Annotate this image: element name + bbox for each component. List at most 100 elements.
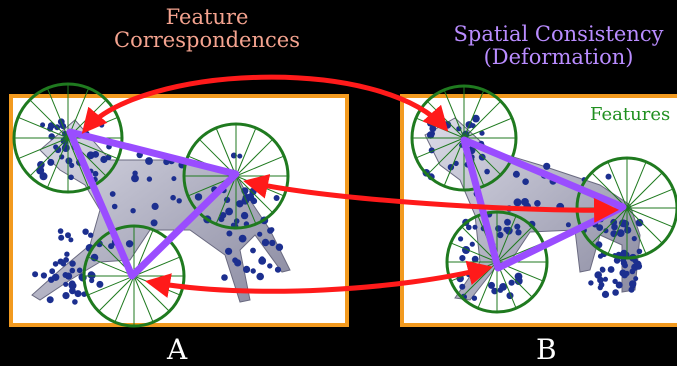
- mesh-vertex-dot: [88, 232, 94, 238]
- mesh-vertex-dot: [236, 200, 244, 208]
- mesh-vertex-dot: [250, 247, 256, 254]
- mesh-vertex-dot: [514, 223, 521, 230]
- mesh-vertex-dot: [605, 173, 612, 180]
- mesh-vertex-dot: [620, 259, 628, 267]
- mesh-vertex-dot: [49, 268, 56, 275]
- mesh-vertex-dot: [111, 203, 118, 210]
- mesh-vertex-dot: [146, 176, 153, 182]
- mesh-vertex-dot: [48, 133, 55, 140]
- mesh-vertex-dot: [65, 272, 73, 280]
- mesh-vertex-dot: [131, 174, 139, 183]
- mesh-vertex-dot: [250, 268, 256, 274]
- mesh-vertex-dot: [69, 267, 76, 274]
- mesh-vertex-dot: [194, 193, 203, 201]
- features-label: Features: [590, 104, 671, 125]
- feature-correspondences-line1: Feature: [165, 5, 249, 29]
- mesh-vertex-dot: [453, 160, 459, 167]
- correspondence-arrows: [81, 74, 619, 298]
- mesh-vertex-dot: [250, 198, 258, 205]
- mesh-vertex-dot: [82, 228, 89, 235]
- mesh-vertex-dot: [472, 224, 478, 230]
- mesh-vertex-dot: [69, 287, 76, 295]
- mesh-vertex-dot: [488, 281, 495, 289]
- mesh-vertex-dot: [145, 157, 153, 165]
- arrow-front-leg-correspondence: [145, 260, 493, 298]
- mesh-vertex-dot: [588, 280, 594, 286]
- feature-correspondences-title: Feature Correspondences: [92, 5, 322, 52]
- spatial-consistency-line1: Spatial Consistency: [453, 22, 664, 46]
- mesh-vertex-dot: [68, 174, 74, 181]
- mesh-vertex-dot: [469, 241, 475, 247]
- triangle-a: [66, 128, 240, 280]
- mesh-vertex-dot: [32, 271, 39, 278]
- mesh-vertex-dot: [603, 276, 608, 282]
- mesh-vertex-dot: [234, 259, 242, 267]
- mesh-vertex-dot: [629, 280, 637, 288]
- mesh-vertex-dot: [495, 225, 502, 232]
- spatial-consistency-line2: (Deformation): [483, 45, 634, 70]
- mesh-vertex-dot: [233, 218, 240, 224]
- mesh-vertex-dot: [603, 228, 609, 234]
- mesh-vertex-dot: [612, 278, 618, 285]
- mesh-vertex-dot: [512, 170, 520, 178]
- mesh-vertex-dot: [243, 265, 251, 273]
- mesh-vertex-dot: [458, 236, 464, 242]
- mesh-vertex-dot: [629, 268, 636, 275]
- mesh-vertex-dot: [230, 152, 237, 159]
- mesh-vertex-dot: [543, 162, 551, 170]
- mesh-vertex-dot: [47, 158, 55, 166]
- mesh-vertex-dot: [459, 255, 466, 262]
- mesh-vertex-dot: [259, 256, 265, 262]
- mesh-vertex-dot: [57, 228, 64, 234]
- mesh-vertex-dot: [472, 114, 480, 123]
- mesh-vertex-dot: [226, 230, 233, 237]
- mesh-vertex-dot: [60, 261, 67, 267]
- mesh-vertex-dot: [68, 281, 75, 288]
- mesh-vertex-dot: [471, 295, 478, 301]
- mesh-vertex-dot: [69, 162, 75, 168]
- mesh-vertex-dot: [635, 262, 643, 270]
- mesh-vertex-dot: [225, 207, 234, 216]
- panel-b-label: B: [536, 333, 557, 366]
- mesh-vertex-dot: [514, 277, 523, 285]
- mesh-vertex-dot: [633, 276, 639, 282]
- mesh-vertex-dot: [62, 292, 70, 300]
- mesh-vertex-dot: [504, 218, 511, 226]
- mesh-vertex-dot: [249, 187, 257, 196]
- mesh-vertex-dot: [69, 260, 76, 267]
- mesh-vertex-dot: [68, 237, 74, 243]
- mesh-vertex-dot: [39, 172, 48, 181]
- mesh-vertex-dot: [230, 222, 236, 228]
- mesh-vertex-dot: [256, 272, 265, 281]
- mesh-vertex-dot: [628, 286, 635, 293]
- mesh-vertex-dot: [635, 218, 644, 227]
- mesh-vertex-dot: [52, 273, 60, 281]
- mesh-vertex-dot: [466, 224, 472, 231]
- mesh-vertex-dot: [238, 234, 247, 243]
- mesh-vertex-dot: [96, 280, 104, 288]
- mesh-vertex-dot: [108, 243, 115, 250]
- mesh-vertex-dot: [624, 226, 632, 234]
- mesh-vertex-dot: [522, 178, 529, 185]
- mesh-vertex-dot: [87, 271, 96, 279]
- mesh-vertex-dot: [275, 243, 284, 251]
- mesh-vertex-dot: [497, 287, 504, 293]
- horse-mesh-a: [31, 118, 291, 305]
- mesh-vertex-dot: [497, 231, 504, 239]
- mesh-vertex-dot: [90, 253, 99, 262]
- mesh-vertex-dot: [109, 191, 116, 197]
- mesh-vertex-dot: [274, 266, 282, 273]
- mesh-vertex-dot: [92, 151, 100, 158]
- mesh-vertex-dot: [598, 281, 605, 288]
- mesh-vertex-dot: [65, 232, 71, 239]
- mesh-vertex-dot: [508, 279, 515, 286]
- mesh-vertex-dot: [269, 227, 275, 233]
- mesh-vertex-dot: [257, 231, 263, 237]
- mesh-vertex-dot: [54, 146, 62, 154]
- mesh-vertex-dot: [63, 257, 69, 263]
- mesh-vertex-dot: [615, 281, 623, 289]
- mesh-vertex-dot: [479, 130, 485, 136]
- mesh-vertex-dot: [261, 238, 270, 247]
- mesh-vertex-dot: [151, 202, 159, 210]
